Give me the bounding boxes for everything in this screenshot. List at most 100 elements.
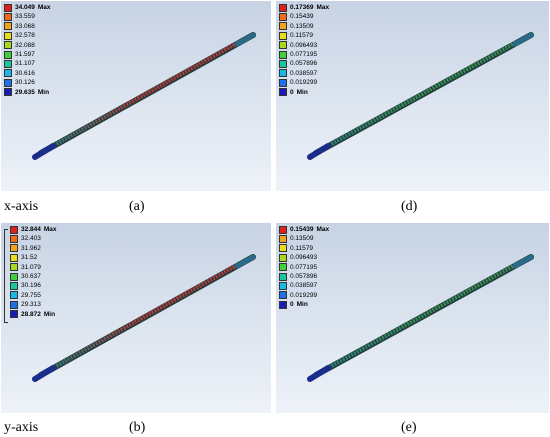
legend-row: 0.11579 [279, 31, 329, 40]
axis-label-x: x-axis [4, 199, 39, 214]
legend-row: 0.038597 [279, 69, 329, 78]
legend-value: 30.126 [15, 79, 35, 87]
legend-value: 31.52 [21, 254, 38, 262]
shaft-left-end [307, 143, 331, 160]
legend-value: 29.313 [21, 301, 41, 309]
legend-swatch [279, 41, 287, 50]
legend-row: 0.13509 [279, 234, 329, 244]
shaft-right-end [234, 32, 256, 47]
legend-min-tag: Min [37, 88, 50, 96]
shaft-left-end [307, 365, 331, 382]
legend-value: 33.068 [15, 22, 35, 30]
legend-row: 30.126 [4, 78, 51, 87]
legend-row: 31.962 [10, 244, 57, 253]
legend-swatch [279, 272, 287, 281]
legend-row: 29.755 [10, 291, 57, 300]
legend-value: 30.637 [21, 272, 41, 280]
legend-swatch [279, 291, 287, 300]
legend-swatch [279, 13, 287, 22]
legend-swatch [279, 50, 287, 59]
legend-swatch [10, 272, 18, 281]
legend-row: 0 Min [279, 88, 329, 97]
legend-value: 30.196 [21, 282, 41, 290]
legend-row: 30.196 [10, 281, 57, 291]
legend-swatch [4, 22, 12, 31]
legend-row: 30.637 [10, 272, 57, 281]
legend-value: 0.13509 [290, 235, 314, 243]
legend-value: 0.15439 [290, 13, 314, 21]
legend-swatch [279, 235, 287, 244]
legend-swatch [4, 31, 12, 40]
shaft-thread [325, 40, 518, 149]
legend-value: 0.096493 [290, 41, 318, 49]
legend-value: 0.13509 [290, 22, 314, 30]
legend-swatch [4, 69, 12, 78]
legend-row: 0.077195 [279, 50, 329, 59]
legend-row: 0.15439 [279, 12, 329, 22]
legend-value: 32.403 [21, 235, 41, 243]
legend-row: 31.52 [10, 253, 57, 262]
shaft-left-end [32, 143, 56, 160]
legend-value: 0.077195 [290, 263, 318, 271]
legend-max-tag: Max [316, 226, 330, 233]
legend-swatch [279, 88, 287, 97]
legend-row: 0.038597 [279, 281, 329, 291]
legend-row: 0.15439 Max [279, 225, 329, 234]
legend-value: 0.15439 [290, 226, 314, 233]
legend-swatch [279, 3, 287, 12]
shaft-thread [325, 262, 518, 371]
legend-row: 0.057896 [279, 59, 329, 69]
legend-row: 29.635 Min [4, 88, 51, 97]
legend-value: 30.616 [15, 69, 35, 77]
legend-row: 0.057896 [279, 272, 329, 281]
caption-b: (b) [129, 420, 146, 435]
legend-swatch [279, 31, 287, 40]
legend-row: 28.872 Min [10, 310, 57, 319]
legend-swatch [279, 69, 287, 78]
caption-a: (a) [129, 199, 145, 214]
legend-swatch [10, 310, 18, 319]
legend-value: 0.019299 [290, 79, 318, 87]
legend-swatch [4, 78, 12, 87]
legend-row: 31.107 [4, 59, 51, 69]
legend-min-tag: Min [43, 310, 56, 318]
legend-e: 0.15439 Max 0.13509 0.11579 0.096493 0.077195… [279, 225, 329, 310]
legend-value: 32.844 [21, 226, 41, 233]
shaft-model-d [307, 32, 534, 160]
legend-swatch [10, 282, 18, 291]
shaft-thread [50, 40, 240, 149]
legend-max-tag: Max [316, 4, 330, 11]
shaft-thread [50, 262, 240, 371]
legend-value: 0.096493 [290, 254, 318, 262]
shaft-model-a [32, 32, 256, 160]
legend-swatch [279, 60, 287, 69]
legend-max-tag: Max [43, 226, 57, 233]
legend-a: 34.049 Max 33.559 33.068 32.578 32.088 31.597 3… [4, 3, 51, 97]
legend-swatch [279, 225, 287, 234]
legend-value: 0.11579 [290, 244, 314, 252]
legend-swatch [10, 225, 18, 234]
legend-row: 0.096493 [279, 41, 329, 50]
legend-value: 34.049 [15, 4, 35, 11]
legend-row: 29.313 [10, 300, 57, 309]
shaft-model-e [307, 254, 534, 382]
legend-row: 31.079 [10, 263, 57, 272]
legend-swatch [279, 244, 287, 253]
legend-swatch [10, 244, 18, 253]
legend-row: 0.17369 Max [279, 3, 329, 12]
legend-row: 33.068 [4, 22, 51, 31]
contour-panel-b: 32.844 Max 32.403 31.962 31.52 31.079 30.637 30… [1, 223, 271, 413]
shaft-right-end [512, 32, 534, 47]
legend-swatch [279, 22, 287, 31]
legend-row: 32.088 [4, 41, 51, 50]
shaft-right-end [234, 254, 256, 269]
legend-row: 32.578 [4, 31, 51, 40]
legend-swatch [4, 13, 12, 22]
legend-row: 0 Min [279, 300, 329, 309]
shaft-right-end [512, 254, 534, 269]
contour-panel-a: 34.049 Max 33.559 33.068 32.578 32.088 31.597 3… [1, 1, 271, 191]
legend-swatch [279, 263, 287, 272]
legend-swatch [10, 253, 18, 262]
legend-value: 0.17369 [290, 4, 314, 11]
legend-value: 0.11579 [290, 32, 314, 40]
